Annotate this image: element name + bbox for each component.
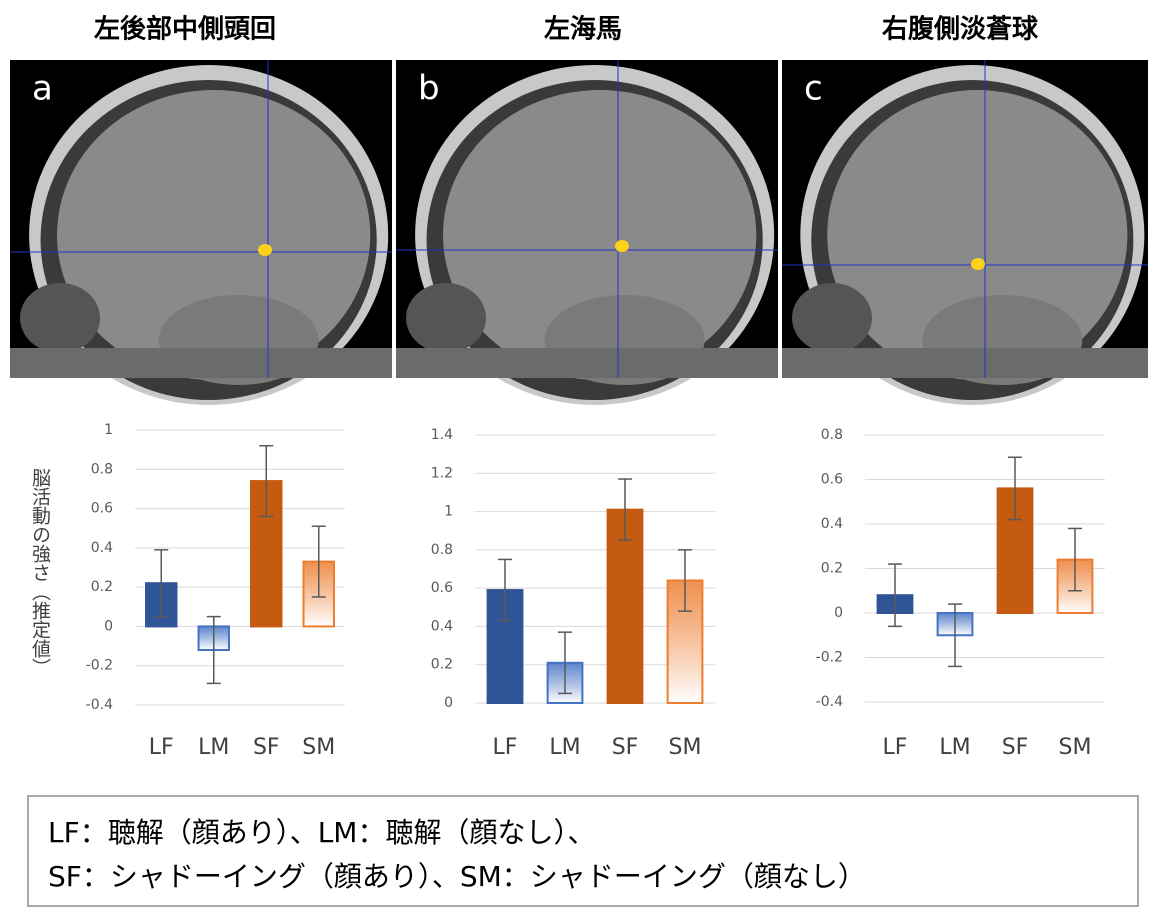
error-bar xyxy=(1068,527,1082,592)
y-tick-label: 1.4 xyxy=(431,427,453,443)
x-tick-label: SF xyxy=(612,735,639,760)
x-tick-label: SF xyxy=(253,735,280,760)
y-tick-label: 0.2 xyxy=(821,561,843,577)
x-tick-label: LF xyxy=(149,735,174,760)
y-tick-label: 1 xyxy=(104,422,113,438)
brain-image xyxy=(782,60,1148,405)
y-tick-label: 0 xyxy=(444,695,453,711)
y-tick-label: -0.4 xyxy=(816,694,843,710)
x-tick-label: SM xyxy=(1059,735,1092,760)
image-bottom xyxy=(782,348,1148,378)
error-bar xyxy=(154,549,169,618)
eye xyxy=(792,283,872,353)
chart-title: 右腹側淡蒼球 xyxy=(882,14,1039,45)
x-tick-label: LF xyxy=(493,735,518,760)
x-tick-label: SM xyxy=(302,735,335,760)
y-tick-label: 0.6 xyxy=(91,501,113,517)
brain-image xyxy=(10,60,392,405)
eye xyxy=(406,283,486,353)
y-tick-label: 0.8 xyxy=(91,461,113,477)
image-bottom xyxy=(396,348,778,378)
y-tick-label: 0 xyxy=(834,605,843,621)
activation xyxy=(258,244,272,256)
chart-title: 左後部中側頭回 xyxy=(94,14,276,45)
y-tick-label: 1 xyxy=(444,504,453,520)
error-bar xyxy=(498,558,512,622)
y-tick-label: -0.2 xyxy=(86,658,113,674)
error-bar xyxy=(618,478,632,542)
error-bar xyxy=(1008,456,1022,521)
panel-label: b xyxy=(418,69,440,109)
activation xyxy=(971,258,985,270)
image-bottom xyxy=(10,348,392,378)
x-tick-label: SF xyxy=(1002,735,1029,760)
y-tick-label: -0.4 xyxy=(86,697,113,713)
y-tick-label: -0.2 xyxy=(816,650,843,666)
y-tick-label: 0.6 xyxy=(431,580,453,596)
x-tick-label: SM xyxy=(669,735,702,760)
error-bar xyxy=(311,525,326,598)
error-bar xyxy=(888,563,902,628)
panel-label: c xyxy=(804,69,823,109)
bar xyxy=(250,480,283,628)
activation xyxy=(615,240,629,252)
y-tick-label: 1.2 xyxy=(431,465,453,481)
eye xyxy=(20,283,100,353)
y-tick-label: 0.4 xyxy=(91,540,113,556)
y-tick-label: 0.4 xyxy=(431,618,453,634)
error-bar xyxy=(948,603,962,668)
y-tick-label: 0 xyxy=(104,618,113,634)
y-axis-label: 脳活動の強さ（推定値） xyxy=(29,468,51,677)
brain-image xyxy=(396,60,778,405)
x-tick-label: LM xyxy=(549,735,580,760)
note-box xyxy=(27,795,1139,907)
error-bar xyxy=(678,549,692,612)
error-bar xyxy=(259,444,274,518)
x-tick-label: LF xyxy=(883,735,908,760)
note-line: SF：シャドーイング（顔あり）、SM：シャドーイング（顔なし） xyxy=(48,860,866,893)
y-tick-label: 0.2 xyxy=(431,657,453,673)
y-tick-label: 0.2 xyxy=(91,579,113,595)
chart-title: 左海馬 xyxy=(544,15,622,45)
panel-label: a xyxy=(32,69,53,109)
error-bar xyxy=(206,615,221,685)
y-tick-label: 0.8 xyxy=(431,542,453,558)
y-tick-label: 0.6 xyxy=(821,472,843,488)
x-tick-label: LM xyxy=(939,735,970,760)
error-bar xyxy=(558,631,572,695)
y-tick-label: 0.8 xyxy=(821,427,843,443)
bar xyxy=(606,508,644,704)
x-tick-label: LM xyxy=(198,735,229,760)
note-line: LF：聴解（顔あり）、LM：聴解（顔なし）、 xyxy=(48,816,595,849)
y-tick-label: 0.4 xyxy=(821,516,843,532)
